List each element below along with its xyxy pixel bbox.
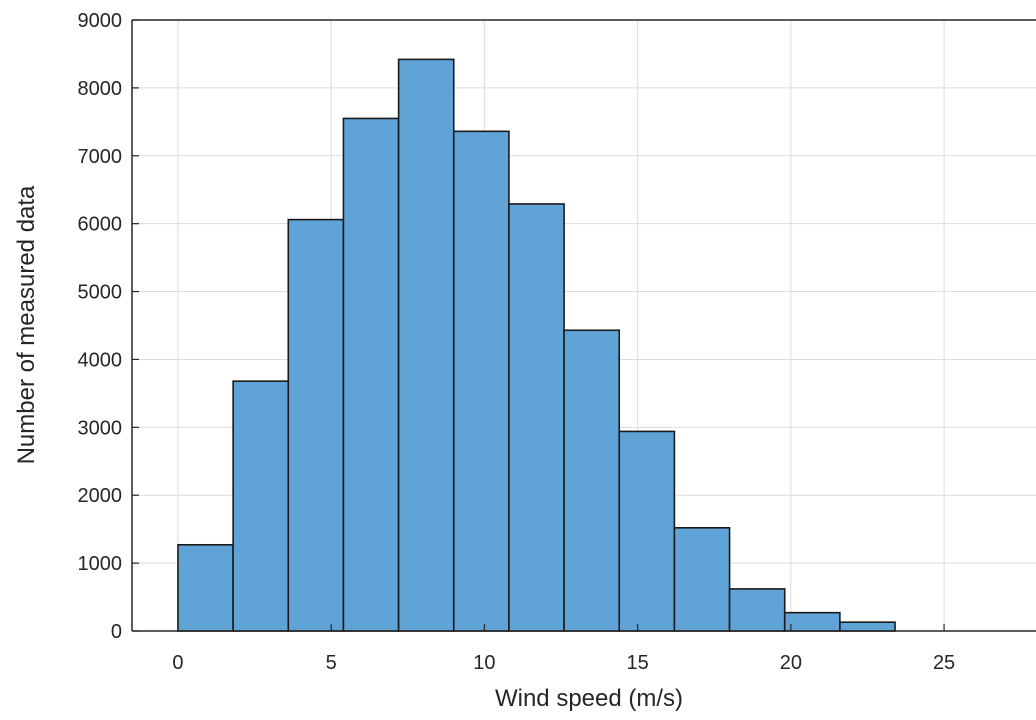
y-tick-label: 6000 (78, 214, 123, 236)
histogram-bar (287, 218, 345, 632)
bars (177, 58, 896, 632)
histogram-bar (563, 329, 621, 632)
x-tick-label: 10 (473, 652, 495, 674)
tick-labels: 0 5 10 15 20 25 0 1000 2000 3000 4000 5000 6000 7000 8… (78, 10, 956, 674)
histogram-bar (177, 543, 234, 632)
histogram-bar (673, 527, 731, 632)
x-axis-title: Wind speed (m/s) (495, 685, 683, 712)
x-tick-label: 20 (780, 652, 802, 674)
y-tick-label: 3000 (78, 417, 123, 439)
histogram-bar (342, 117, 400, 632)
histogram-bar (839, 621, 896, 632)
y-tick-label: 7000 (78, 146, 123, 168)
y-tick-label: 8000 (78, 78, 123, 100)
x-tick-label: 25 (933, 652, 955, 674)
grid (132, 19, 1036, 632)
histogram-bar (397, 58, 455, 632)
x-tick-label: 0 (172, 652, 183, 674)
histogram-bar (508, 203, 565, 632)
x-tick-label: 15 (627, 652, 649, 674)
y-tick-label: 2000 (78, 485, 123, 507)
y-tick-label: 9000 (78, 10, 123, 32)
y-tick-label: 1000 (78, 553, 123, 575)
x-tick-label: 5 (326, 652, 337, 674)
histogram-bar (783, 611, 841, 632)
histogram-bar (618, 430, 676, 632)
axes (131, 19, 1036, 632)
histogram-bar (728, 588, 786, 632)
y-axis-title: Number of measured data (13, 185, 40, 464)
y-tick-label: 4000 (78, 349, 123, 371)
y-tick-label: 5000 (78, 282, 123, 304)
histogram-bar (232, 380, 290, 632)
y-tick-label: 0 (111, 621, 122, 643)
histogram-bar (452, 130, 510, 632)
